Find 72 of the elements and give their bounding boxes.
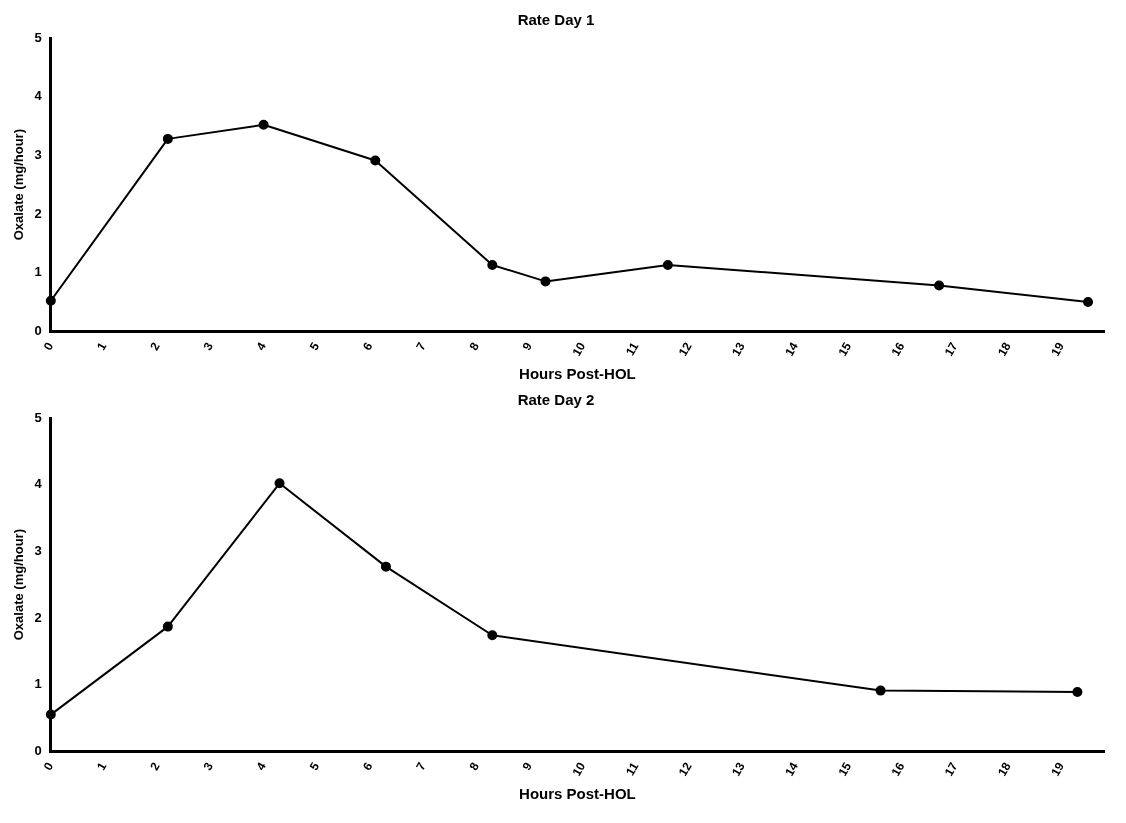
- x-tick-label: 6: [359, 339, 376, 353]
- x-tick-label: 13: [728, 759, 748, 779]
- x-tick-label: 14: [782, 759, 802, 779]
- x-tick-label: 4: [253, 339, 270, 353]
- x-tick-label: 12: [675, 339, 695, 359]
- x-tick-label: 11: [622, 759, 642, 778]
- point: [370, 155, 381, 166]
- x-tick-label: 9: [519, 339, 536, 353]
- y-axis-title: Oxalate (mg/hour): [11, 529, 27, 641]
- chart-title: Rate Day 2: [517, 391, 595, 409]
- x-tick-label: 19: [1048, 339, 1068, 359]
- x-tick-label: 18: [994, 339, 1014, 359]
- y-tick-label: 2: [34, 609, 42, 625]
- x-tick-label: 14: [782, 339, 802, 359]
- point: [487, 259, 498, 270]
- x-tick-label: 18: [994, 759, 1014, 779]
- y-tick-label: 4: [34, 476, 43, 492]
- point: [45, 295, 56, 306]
- point: [45, 709, 56, 720]
- x-tick-label: 8: [466, 759, 482, 773]
- x-tick-label: 16: [888, 339, 908, 359]
- x-tick-label: 10: [569, 339, 589, 359]
- x-tick-label: 17: [941, 339, 961, 359]
- x-tick-label: 2: [147, 339, 163, 353]
- x-tick-label: 10: [569, 759, 589, 779]
- point: [875, 685, 886, 696]
- y-tick-label: 1: [34, 264, 42, 280]
- point: [1083, 296, 1094, 307]
- x-tick-label: 19: [1048, 759, 1068, 779]
- y-tick-label: 3: [34, 542, 42, 558]
- point: [162, 621, 173, 632]
- point: [487, 630, 498, 641]
- x-tick-label: 7: [413, 339, 429, 353]
- x-tick-label: 15: [835, 759, 855, 779]
- chart-title: Rate Day 1: [517, 11, 595, 29]
- y-tick-label: 4: [34, 88, 43, 104]
- x-tick-label: 3: [200, 759, 217, 773]
- x-tick-label: 1: [94, 759, 110, 773]
- x-tick-label: 1: [94, 339, 110, 353]
- y-axis-title: Oxalate (mg/hour): [11, 129, 27, 241]
- x-tick-label: 2: [147, 759, 163, 773]
- y-tick-label: 5: [34, 29, 42, 45]
- x-tick-label: 11: [622, 339, 642, 358]
- point: [380, 561, 391, 572]
- y-tick-label: 5: [34, 409, 42, 425]
- x-tick-label: 13: [728, 339, 748, 359]
- point: [162, 133, 173, 144]
- x-axis-title: Hours Post-HOL: [519, 785, 636, 803]
- x-tick-label: 6: [359, 759, 376, 773]
- y-tick-label: 1: [34, 676, 42, 692]
- y-tick-label: 0: [34, 322, 42, 338]
- x-tick-label: 4: [253, 759, 270, 773]
- y-tick-label: 0: [34, 742, 42, 758]
- x-tick-label: 3: [200, 339, 217, 353]
- point: [934, 280, 945, 291]
- x-tick-label: 8: [466, 339, 482, 353]
- x-axis-title: Hours Post-HOL: [519, 365, 636, 383]
- x-tick-label: 12: [675, 759, 695, 779]
- y-tick-label: 2: [34, 205, 42, 221]
- x-tick-label: 5: [306, 339, 323, 353]
- y-tick-label: 3: [34, 146, 42, 162]
- point: [540, 276, 551, 287]
- point: [274, 478, 285, 489]
- x-tick-label: 5: [306, 759, 323, 773]
- x-tick-label: 16: [888, 759, 908, 779]
- x-tick-label: 9: [519, 759, 536, 773]
- x-tick-label: 7: [413, 759, 429, 773]
- point: [662, 259, 673, 270]
- point: [258, 119, 269, 130]
- x-tick-label: 17: [941, 759, 961, 779]
- point: [1072, 686, 1083, 697]
- x-tick-label: 15: [835, 339, 855, 359]
